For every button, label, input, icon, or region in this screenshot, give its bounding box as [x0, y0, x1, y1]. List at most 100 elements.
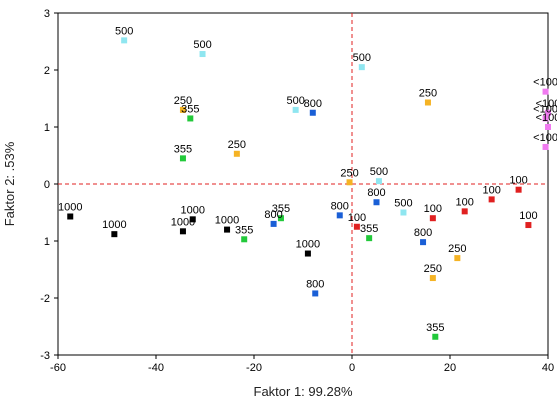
data-point-label: 100 [456, 196, 474, 208]
data-point-label: 1000 [102, 219, 126, 231]
data-point [353, 223, 360, 230]
data-point-label: 500 [193, 39, 211, 51]
data-point [358, 64, 365, 71]
data-point-label: 1000 [215, 215, 239, 227]
data-point-label: 355 [235, 224, 253, 236]
data-point-label: 100 [482, 184, 500, 196]
data-point [224, 226, 231, 233]
data-point [454, 255, 461, 262]
data-point [292, 106, 299, 113]
data-point [187, 115, 194, 122]
data-point-label: 100 [519, 210, 537, 222]
data-point [309, 109, 316, 116]
data-point-label: 355 [174, 143, 192, 155]
data-point-label: 355 [181, 103, 199, 115]
x-tick-label: -40 [148, 362, 164, 374]
data-point-label: 250 [340, 167, 358, 179]
y-tick-label: 2 [44, 65, 50, 77]
data-point [424, 99, 431, 106]
x-tick-label: 0 [349, 362, 355, 374]
data-point [304, 250, 311, 257]
data-point [429, 275, 436, 282]
data-point [542, 88, 549, 95]
data-point [179, 155, 186, 162]
x-tick-label: 20 [444, 362, 456, 374]
data-point-label: 1000 [171, 216, 195, 228]
data-point [525, 222, 532, 229]
data-point [336, 212, 343, 219]
data-point [420, 239, 427, 246]
data-point [179, 228, 186, 235]
data-point [542, 143, 549, 150]
y-tick-label: 1 [44, 236, 50, 248]
data-point-label: 1000 [296, 239, 320, 251]
data-point-label: 500 [286, 95, 304, 107]
data-point-label: 100 [348, 212, 366, 224]
data-point-label: 800 [264, 209, 282, 221]
data-point-label: 800 [331, 200, 349, 212]
data-point-label: 355 [360, 223, 378, 235]
data-point-label: 500 [115, 25, 133, 37]
data-point [400, 209, 407, 216]
y-tick-label: 1 [44, 122, 50, 134]
data-point [179, 106, 186, 113]
data-point-label: 1000 [181, 204, 205, 216]
data-point-label: 355 [272, 203, 290, 215]
data-point [233, 150, 240, 157]
data-point-label: 500 [370, 166, 388, 178]
data-point [461, 208, 468, 215]
data-point-label: 250 [174, 95, 192, 107]
data-point [542, 115, 549, 122]
data-point [375, 178, 382, 185]
y-axis-ticks: -3 -2 1 0 1 2 3 [40, 8, 58, 362]
y-tick-label: 0 [44, 179, 50, 191]
data-point [270, 220, 277, 227]
data-point-label: 500 [353, 52, 371, 64]
data-point [429, 215, 436, 222]
data-point-label: 100 [424, 203, 442, 215]
data-point-label: <100 [536, 98, 557, 110]
data-point-label: 250 [419, 87, 437, 99]
data-point-label: 250 [448, 243, 466, 255]
x-tick-label: 40 [542, 362, 554, 374]
data-point [111, 231, 118, 238]
data-point [545, 109, 551, 116]
data-point-label: 800 [304, 98, 322, 110]
data-point [121, 37, 128, 44]
data-point-label: <100 [533, 132, 557, 144]
data-point [312, 290, 319, 297]
data-point-label: <100 [536, 112, 557, 124]
data-point [373, 199, 380, 206]
x-tick-label: -60 [50, 362, 66, 374]
data-point-label: 250 [424, 263, 442, 275]
data-point [545, 124, 551, 130]
data-point-label: 800 [367, 187, 385, 199]
x-axis-title: Faktor 1: 99.28% [254, 384, 353, 399]
y-tick-label: -2 [40, 293, 50, 305]
data-point-label: <100 [533, 77, 557, 89]
data-point-label: 100 [509, 175, 527, 187]
data-point-label: <100 [533, 103, 557, 115]
data-point-label: 500 [394, 198, 412, 210]
data-point [241, 236, 248, 243]
data-point [515, 186, 522, 193]
data-point [199, 51, 206, 58]
y-tick-label: 3 [44, 8, 50, 20]
data-point [432, 333, 439, 340]
data-point [189, 216, 196, 223]
data-point-label: 250 [228, 139, 246, 151]
data-point [488, 196, 495, 203]
y-axis-title: Faktor 2: .53% [2, 141, 17, 226]
data-point [67, 213, 74, 220]
data-points [67, 37, 551, 340]
data-point [277, 215, 284, 222]
data-point [346, 179, 353, 186]
x-tick-label: -20 [246, 362, 262, 374]
data-point-label: 800 [414, 227, 432, 239]
y-tick-label: -3 [40, 350, 50, 362]
data-point-label: 355 [426, 322, 444, 334]
data-point-label: 800 [306, 278, 324, 290]
data-point-label: 1000 [58, 201, 82, 213]
